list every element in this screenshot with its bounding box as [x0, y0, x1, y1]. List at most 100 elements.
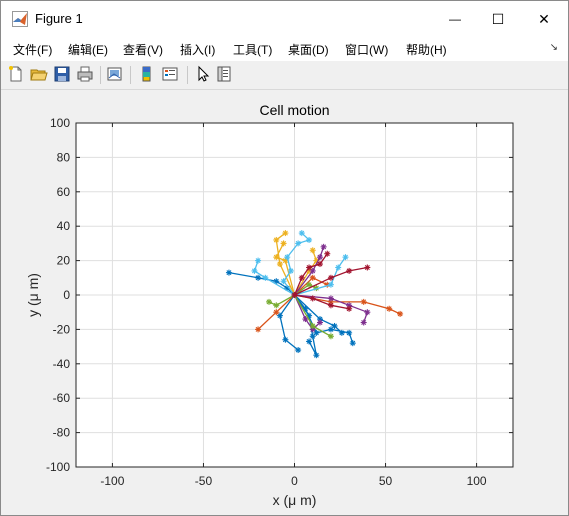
marker-stroke [306, 264, 312, 270]
property-inspector-icon[interactable] [215, 65, 233, 83]
data-point [346, 329, 353, 336]
y-tick-label: 20 [57, 254, 71, 268]
marker-stroke [397, 311, 403, 317]
marker-stroke [342, 254, 348, 260]
cell-motion-plot[interactable]: -100 -50 0 50 100 100 80 60 40 20 0 -20 -40 -60 -80 -10… [5, 91, 564, 511]
figure-canvas: -100 -50 0 50 100 100 80 60 40 20 0 -20 -40 -60 -80 -10… [5, 91, 564, 511]
marker-stroke [295, 347, 301, 353]
data-point [298, 274, 305, 281]
marker-stroke [317, 320, 323, 326]
data-point [298, 230, 305, 237]
marker-stroke [361, 299, 367, 305]
marker-stroke [328, 326, 334, 332]
menu-help[interactable]: 帮助(H) [406, 43, 447, 57]
data-point [282, 230, 289, 237]
colorbar-icon[interactable] [138, 65, 156, 83]
marker-stroke [273, 278, 279, 284]
marker-stroke [332, 323, 338, 329]
data-point [316, 254, 323, 261]
data-point [335, 264, 342, 271]
data-point [262, 274, 269, 281]
marker-stroke [306, 282, 312, 288]
marker-stroke [255, 258, 261, 264]
marker-stroke [386, 306, 392, 312]
marker-stroke [328, 275, 334, 281]
marker-stroke [277, 313, 283, 319]
data-point [309, 295, 316, 302]
data-point [273, 254, 280, 261]
y-tick-label: 60 [57, 185, 71, 199]
close-button[interactable]: ✕ [521, 1, 567, 37]
marker-stroke [317, 254, 323, 260]
menu-file[interactable]: 文件(F) [13, 43, 53, 57]
data-point [327, 302, 334, 309]
marker-stroke [317, 261, 323, 267]
x-tick-label: -50 [195, 474, 213, 488]
marker-stroke [310, 247, 316, 253]
marker-stroke [306, 338, 312, 344]
data-point [309, 333, 316, 340]
marker-stroke [226, 270, 232, 276]
chart-title: Cell motion [259, 102, 329, 118]
menu-desktop[interactable]: 桌面(D) [288, 43, 329, 57]
title-bar[interactable]: Figure 1 — ☐ ✕ [1, 1, 568, 37]
cell-track-5 [291, 292, 345, 336]
x-tick-label: -100 [100, 474, 124, 488]
data-point [313, 329, 320, 336]
menu-insert[interactable]: 插入(I) [180, 43, 216, 57]
data-point [306, 281, 313, 288]
toolbar [1, 61, 568, 90]
marker-stroke [282, 230, 288, 236]
y-tick-label: -20 [53, 322, 71, 336]
marker-stroke [295, 240, 301, 246]
data-point [349, 340, 356, 347]
menu-window[interactable]: 窗口(W) [345, 43, 389, 57]
marker-stroke [266, 299, 272, 305]
data-point [327, 274, 334, 281]
data-point [306, 236, 313, 243]
print-icon[interactable] [76, 65, 94, 83]
marker-stroke [328, 282, 334, 288]
data-point [324, 250, 331, 257]
minimize-button[interactable]: — [432, 1, 478, 37]
data-point [284, 254, 291, 261]
data-point [360, 319, 367, 326]
legend-icon[interactable] [161, 65, 179, 83]
new-figure-icon[interactable] [7, 65, 25, 83]
marker-stroke [321, 244, 327, 250]
marker-stroke [273, 309, 279, 315]
save-icon[interactable] [53, 65, 71, 83]
marker-stroke [339, 330, 345, 336]
menu-tools[interactable]: 工具(T) [233, 43, 273, 57]
marker-stroke [313, 258, 319, 264]
marker-stroke [335, 264, 341, 270]
toolbar-separator [187, 66, 188, 84]
link-plot-icon[interactable] [106, 65, 124, 83]
marker-stroke [361, 320, 367, 326]
data-point [320, 243, 327, 250]
data-point [338, 329, 345, 336]
marker-stroke [277, 261, 283, 267]
marker-stroke [284, 254, 290, 260]
marker-stroke [292, 292, 297, 298]
x-tick-label: 0 [291, 474, 298, 488]
open-file-icon[interactable] [30, 65, 48, 83]
marker-stroke [281, 278, 287, 284]
track-line [293, 246, 325, 296]
marker-stroke [346, 330, 352, 336]
toolbar-overflow-icon[interactable]: ↘ [549, 42, 558, 53]
maximize-button[interactable]: ☐ [475, 1, 521, 37]
data-point [313, 352, 320, 359]
y-tick-label: 40 [57, 219, 71, 233]
data-point [287, 267, 294, 274]
marker-stroke [299, 275, 305, 281]
pointer-icon[interactable] [194, 65, 212, 83]
marker-stroke [346, 268, 352, 274]
marker-stroke [310, 275, 316, 281]
track-line [253, 260, 295, 296]
data-point [291, 292, 298, 298]
marker-stroke [328, 333, 334, 339]
menu-edit[interactable]: 编辑(E) [68, 43, 108, 57]
menu-view[interactable]: 查看(V) [123, 43, 163, 57]
tick-labels: -100 -50 0 50 100 100 80 60 40 20 0 -20 -40 -60 -80 -10… [46, 116, 513, 488]
